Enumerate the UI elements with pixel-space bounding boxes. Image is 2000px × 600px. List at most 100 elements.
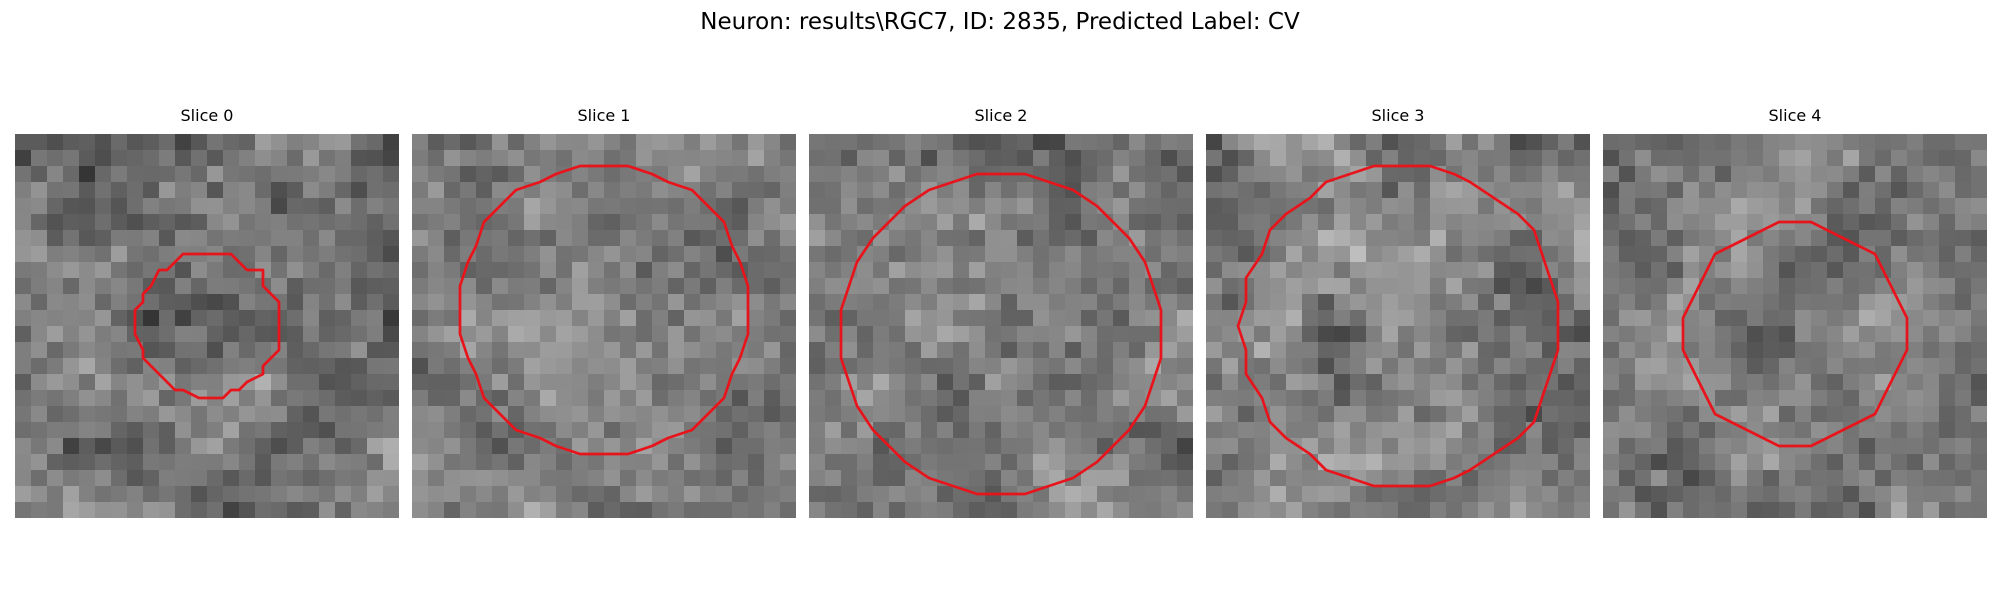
- pixel: [1113, 310, 1130, 327]
- pixel: [63, 502, 80, 518]
- pixel: [572, 326, 589, 343]
- pixel: [239, 470, 256, 487]
- pixel: [1683, 262, 1700, 279]
- pixel: [1478, 438, 1495, 455]
- pixel: [319, 486, 336, 503]
- pixel: [1843, 438, 1860, 455]
- pixel: [1382, 262, 1399, 279]
- pixel: [748, 390, 765, 407]
- pixel: [143, 454, 160, 471]
- pixel: [1318, 246, 1335, 263]
- pixel: [159, 326, 176, 343]
- pixel: [303, 134, 320, 151]
- pixel: [1113, 470, 1130, 487]
- pixel: [1955, 502, 1972, 518]
- pixel: [588, 182, 605, 199]
- pixel: [764, 182, 781, 199]
- pixel: [985, 390, 1002, 407]
- pixel: [383, 246, 399, 263]
- pixel: [1651, 502, 1668, 518]
- pixel: [351, 438, 368, 455]
- pixel: [1843, 150, 1860, 167]
- pixel: [1619, 246, 1636, 263]
- pixel: [47, 422, 64, 439]
- pixel: [1907, 150, 1924, 167]
- pixel: [79, 166, 96, 183]
- pixel: [444, 182, 461, 199]
- pixel: [1001, 502, 1018, 518]
- pixel: [524, 294, 541, 311]
- pixel: [668, 438, 685, 455]
- pixel: [492, 438, 509, 455]
- pixel: [239, 198, 256, 215]
- pixel: [1286, 294, 1303, 311]
- pixel: [1811, 230, 1828, 247]
- pixel: [79, 342, 96, 359]
- pixel: [1017, 454, 1034, 471]
- pixel: [1955, 374, 1972, 391]
- pixel: [127, 390, 144, 407]
- pixel: [1446, 406, 1463, 423]
- pixel: [1891, 342, 1908, 359]
- pixel: [1254, 438, 1271, 455]
- pixel: [1715, 166, 1732, 183]
- pixel: [1667, 166, 1684, 183]
- pixel: [985, 502, 1002, 518]
- pixel: [1462, 310, 1479, 327]
- pixel: [1161, 342, 1178, 359]
- pixel: [556, 134, 573, 151]
- pixel: [1683, 230, 1700, 247]
- pixel: [572, 422, 589, 439]
- pixel: [1891, 326, 1908, 343]
- pixel: [1619, 294, 1636, 311]
- pixel: [1049, 486, 1066, 503]
- pixel: [1683, 310, 1700, 327]
- pixel: [1811, 502, 1828, 518]
- pixel: [508, 406, 525, 423]
- pixel: [271, 422, 288, 439]
- pixel: [1494, 326, 1511, 343]
- pixel: [1763, 150, 1780, 167]
- pixel: [668, 406, 685, 423]
- pixel: [1334, 486, 1351, 503]
- pixel: [1811, 342, 1828, 359]
- pixel: [143, 438, 160, 455]
- pixel: [764, 486, 781, 503]
- pixel: [620, 294, 637, 311]
- pixel: [780, 470, 796, 487]
- pixel: [1177, 326, 1193, 343]
- pixel: [1065, 278, 1082, 295]
- pixel: [15, 374, 32, 391]
- pixel: [1145, 182, 1162, 199]
- pixel: [1145, 422, 1162, 439]
- pixel: [508, 294, 525, 311]
- pixel: [1907, 134, 1924, 151]
- pixel: [1651, 262, 1668, 279]
- pixel: [1001, 246, 1018, 263]
- pixel: [1206, 134, 1223, 151]
- pixel: [207, 486, 224, 503]
- pixel: [969, 342, 986, 359]
- pixel: [1113, 438, 1130, 455]
- pixel: [476, 454, 493, 471]
- pixel: [303, 182, 320, 199]
- pixel: [1843, 470, 1860, 487]
- pixel: [889, 278, 906, 295]
- pixel: [367, 278, 384, 295]
- pixel: [1222, 358, 1239, 375]
- pixel: [1795, 294, 1812, 311]
- pixel: [1574, 502, 1590, 518]
- pixel: [1302, 150, 1319, 167]
- pixel: [351, 326, 368, 343]
- pixel: [383, 390, 399, 407]
- pixel: [1206, 198, 1223, 215]
- pixel: [1510, 134, 1527, 151]
- pixel: [1177, 134, 1193, 151]
- pixel: [1382, 470, 1399, 487]
- pixel: [303, 390, 320, 407]
- pixel: [1939, 134, 1956, 151]
- pixel: [1462, 166, 1479, 183]
- pixel: [1667, 502, 1684, 518]
- pixel: [1795, 182, 1812, 199]
- pixel: [1206, 470, 1223, 487]
